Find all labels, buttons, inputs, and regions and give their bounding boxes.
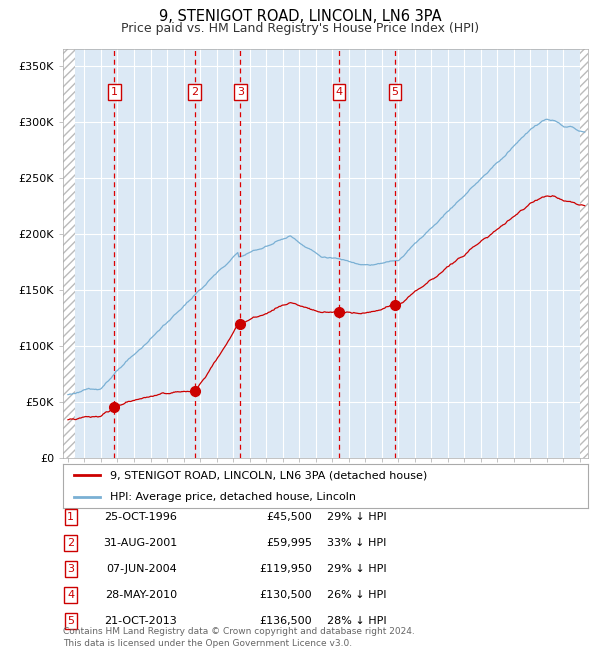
Text: 2: 2	[191, 86, 198, 97]
Bar	[63, 49, 75, 458]
Text: 3: 3	[237, 86, 244, 97]
Text: 3: 3	[67, 564, 74, 574]
Text: £59,995: £59,995	[266, 538, 312, 548]
Text: 28-MAY-2010: 28-MAY-2010	[105, 590, 177, 600]
Bar	[580, 49, 588, 458]
Text: HPI: Average price, detached house, Lincoln: HPI: Average price, detached house, Linc…	[110, 492, 356, 502]
Text: £130,500: £130,500	[259, 590, 312, 600]
Text: 26% ↓ HPI: 26% ↓ HPI	[327, 590, 386, 600]
Text: 4: 4	[335, 86, 343, 97]
Text: 33% ↓ HPI: 33% ↓ HPI	[327, 538, 386, 548]
Text: 9, STENIGOT ROAD, LINCOLN, LN6 3PA (detached house): 9, STENIGOT ROAD, LINCOLN, LN6 3PA (deta…	[110, 470, 427, 480]
Text: 21-OCT-2013: 21-OCT-2013	[104, 616, 177, 626]
Text: 25-OCT-1996: 25-OCT-1996	[104, 512, 177, 522]
Text: 29% ↓ HPI: 29% ↓ HPI	[327, 512, 386, 522]
Text: 07-JUN-2004: 07-JUN-2004	[106, 564, 177, 574]
Text: 1: 1	[67, 512, 74, 522]
Text: Price paid vs. HM Land Registry's House Price Index (HPI): Price paid vs. HM Land Registry's House …	[121, 22, 479, 35]
Text: 4: 4	[67, 590, 74, 600]
Text: 28% ↓ HPI: 28% ↓ HPI	[327, 616, 386, 626]
Text: 2: 2	[67, 538, 74, 548]
Text: 5: 5	[392, 86, 398, 97]
Text: £119,950: £119,950	[259, 564, 312, 574]
Text: Contains HM Land Registry data © Crown copyright and database right 2024.
This d: Contains HM Land Registry data © Crown c…	[63, 627, 415, 648]
Text: 29% ↓ HPI: 29% ↓ HPI	[327, 564, 386, 574]
Text: 9, STENIGOT ROAD, LINCOLN, LN6 3PA: 9, STENIGOT ROAD, LINCOLN, LN6 3PA	[158, 9, 442, 24]
Text: 1: 1	[111, 86, 118, 97]
Text: £136,500: £136,500	[259, 616, 312, 626]
Text: 5: 5	[67, 616, 74, 626]
Text: £45,500: £45,500	[266, 512, 312, 522]
Text: 31-AUG-2001: 31-AUG-2001	[103, 538, 177, 548]
